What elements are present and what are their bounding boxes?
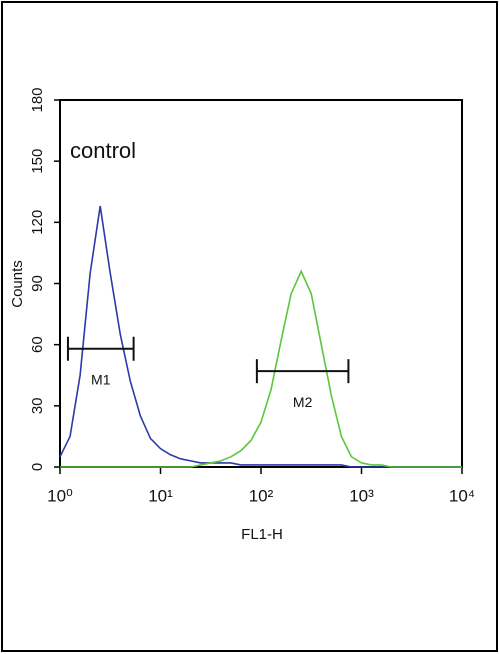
x-axis-label: FL1-H xyxy=(241,526,283,543)
x-tick-label: 10² xyxy=(249,486,274,505)
annotation: control xyxy=(70,138,136,163)
x-tick-label: 10⁰ xyxy=(47,486,73,505)
y-axis-label: Counts xyxy=(9,260,26,308)
y-tick-label: 180 xyxy=(29,87,46,112)
y-tick-label: 60 xyxy=(29,336,46,353)
x-tick-label: 10³ xyxy=(349,486,374,505)
y-tick-label: 0 xyxy=(29,463,46,471)
y-tick-label: 30 xyxy=(29,397,46,414)
y-tick-label: 120 xyxy=(29,210,46,235)
x-tick-label: 10¹ xyxy=(148,486,173,505)
series-line xyxy=(60,269,462,468)
y-tick-label: 90 xyxy=(29,275,46,292)
series-line xyxy=(59,205,462,468)
y-tick-label: 150 xyxy=(29,149,46,174)
x-tick-label: 10⁴ xyxy=(449,486,475,505)
marker-label: M1 xyxy=(91,371,111,387)
marker-label: M2 xyxy=(293,394,313,410)
